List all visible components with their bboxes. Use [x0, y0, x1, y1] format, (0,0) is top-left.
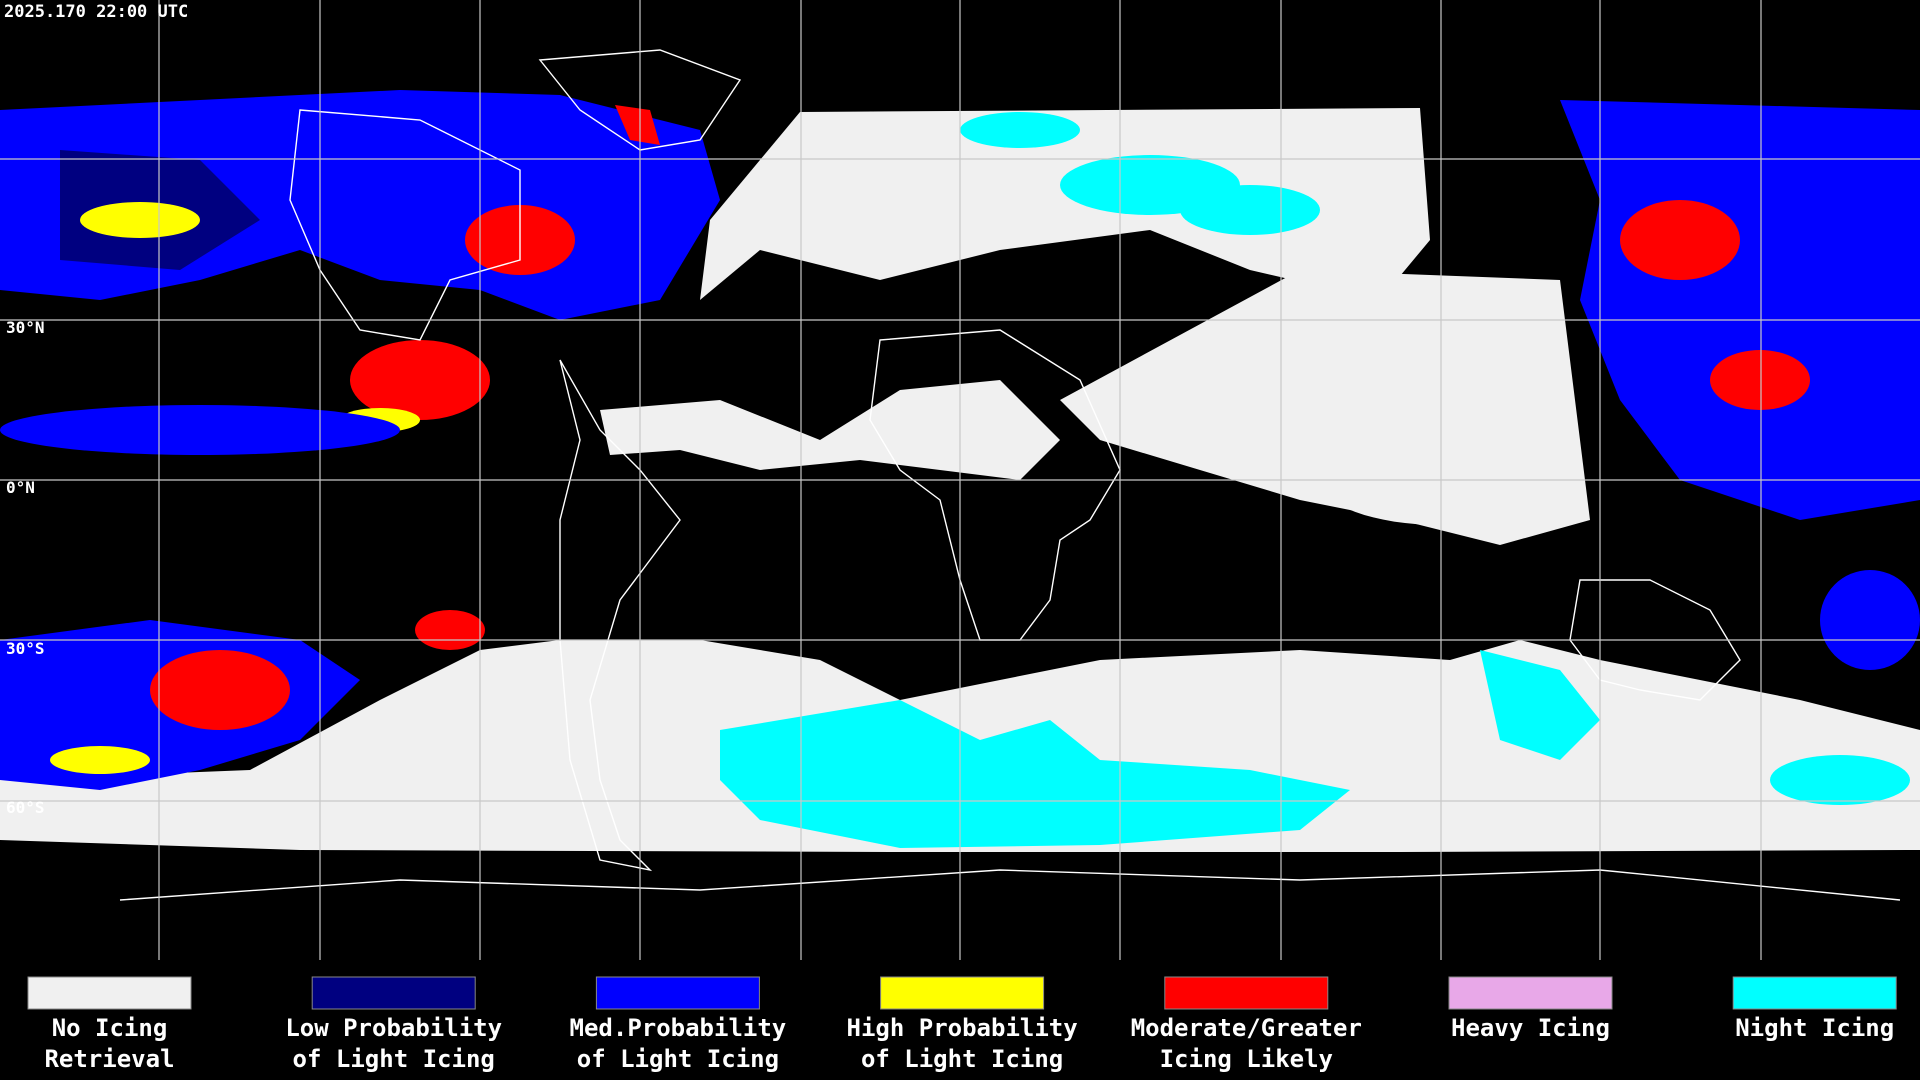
icing-area: [1560, 100, 1920, 520]
legend-swatch: [27, 976, 192, 1010]
coastline: [289, 109, 521, 341]
legend-swatch: [1164, 976, 1329, 1010]
coastline: [538, 49, 742, 151]
night-icing-area: [1480, 650, 1600, 760]
icing-area: [1710, 350, 1810, 410]
icing-area: [350, 340, 490, 420]
legend-label: Heavy Icing: [1451, 1014, 1610, 1042]
icing-area: [150, 650, 290, 730]
latitude-label: 30°N: [6, 318, 45, 337]
icing-area: [615, 105, 660, 145]
coastline: [869, 329, 1121, 641]
legend-label: Retrieval: [44, 1045, 174, 1073]
legend-swatch: [595, 976, 760, 1010]
icing-area: [415, 610, 485, 650]
icing-area: [1820, 570, 1920, 670]
graticule: [0, 0, 1920, 960]
latitude-labels: 30°N 0°N 30°S 60°S: [6, 318, 45, 817]
night-icing-area: [960, 112, 1080, 148]
night-icing-area: [720, 700, 1350, 848]
cloud-area: [700, 108, 1430, 300]
legend-label: of Light Icing: [861, 1045, 1063, 1073]
latitude-label: 60°S: [6, 798, 45, 817]
latitude-label: 30°S: [6, 639, 45, 658]
night-icing-area: [1770, 755, 1910, 805]
legend-swatch: [1732, 976, 1897, 1010]
legend: No Icing Retrieval Low Probability of Light…: [27, 976, 1897, 1073]
legend-swatch: [311, 976, 476, 1010]
icing-area: [1620, 200, 1740, 280]
legend-label: of Light Icing: [577, 1045, 779, 1073]
legend-label: Low Probability: [285, 1014, 502, 1042]
latitude-label: 0°N: [6, 478, 35, 497]
legend-label: Icing Likely: [1160, 1045, 1333, 1073]
icing-area: [0, 405, 400, 455]
icing-area: [80, 202, 200, 238]
night-icing-area: [1180, 185, 1320, 235]
timestamp: 2025.170 22:00 UTC: [4, 2, 188, 22]
legend-swatch: [880, 976, 1045, 1010]
legend-label: of Light Icing: [293, 1045, 495, 1073]
coastline: [559, 359, 681, 872]
icing-area: [50, 746, 150, 774]
legend-label: Night Icing: [1735, 1014, 1894, 1042]
legend-label: Moderate/Greater: [1131, 1014, 1362, 1042]
coastline: [1569, 579, 1741, 701]
legend-label: No Icing: [52, 1014, 168, 1042]
cloud-area: [600, 380, 1060, 480]
legend-label: Med.Probability: [570, 1014, 787, 1042]
legend-label: High Probability: [847, 1014, 1078, 1042]
legend-swatch: [1448, 976, 1613, 1010]
